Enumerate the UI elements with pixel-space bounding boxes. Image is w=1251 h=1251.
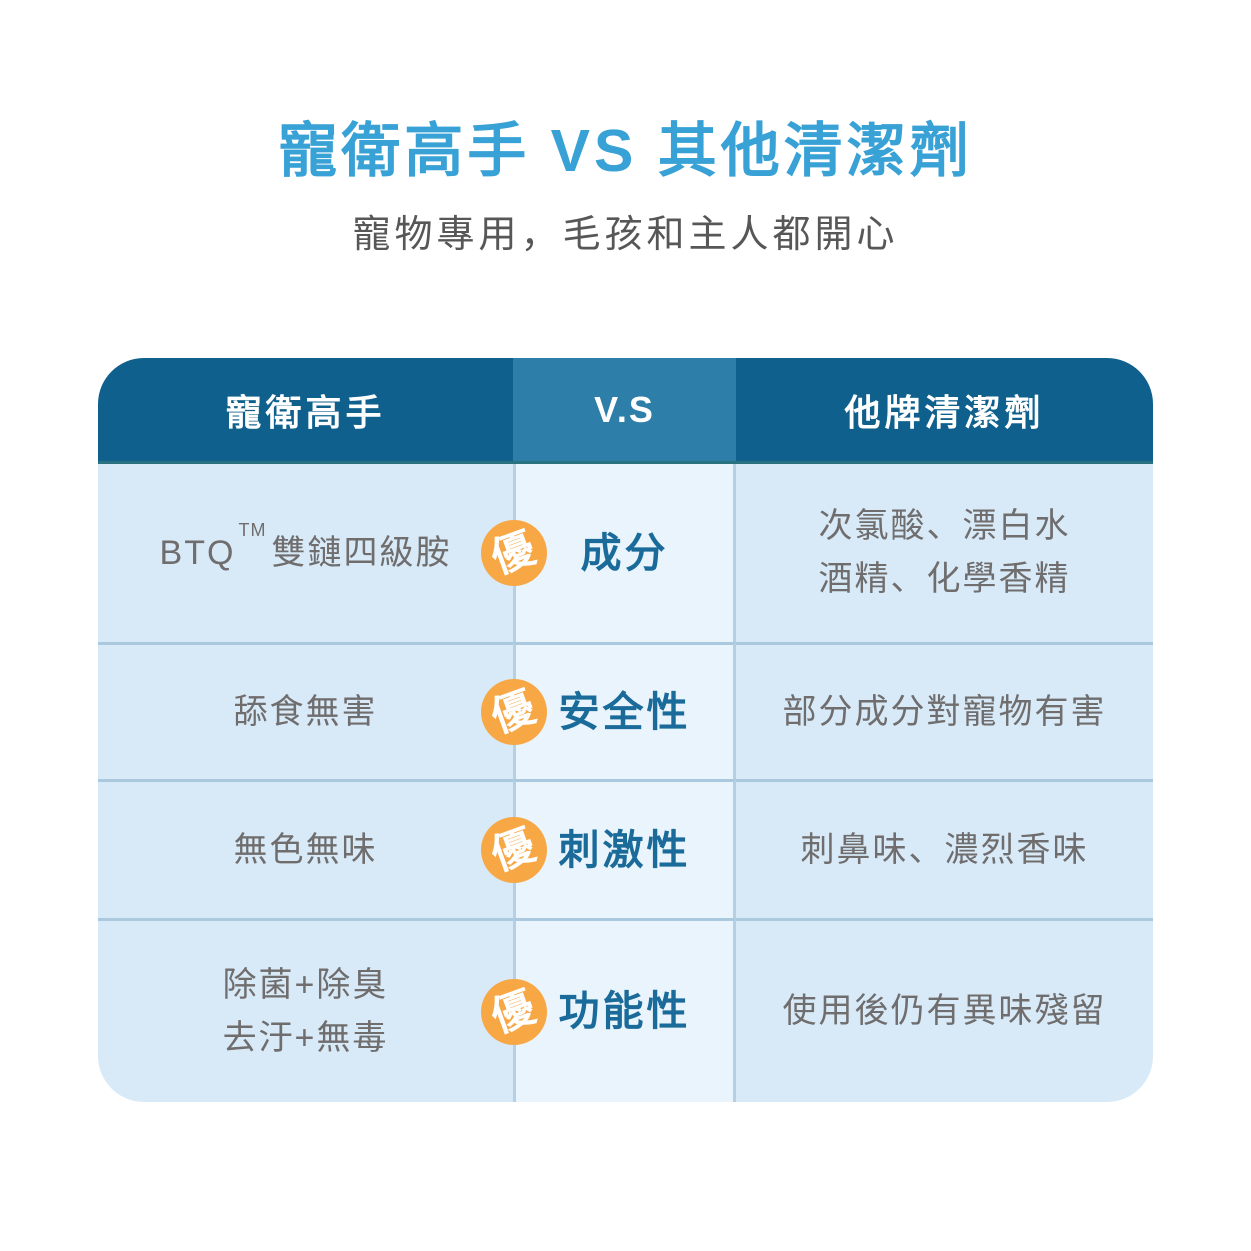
page-title: 寵衛高手 VS 其他清潔劑 — [278, 118, 973, 184]
product-text-line: 無色無味 — [233, 830, 378, 869]
feature-cell-ingredient: 優 成分 — [481, 464, 736, 642]
excellent-badge-label: 優 — [485, 981, 543, 1041]
comparison-table: 寵衛高手 V.S 他牌清潔劑 BTQTM雙鏈四級胺 優 成分 次氯酸、漂白水 酒… — [98, 358, 1153, 1102]
product-cell-irritation: 無色無味 — [98, 779, 513, 918]
competitor-text-line: 使用後仍有異味殘留 — [782, 992, 1107, 1031]
feature-label: 功能性 — [558, 988, 691, 1034]
competitor-cell-function: 使用後仍有異味殘留 — [736, 918, 1153, 1102]
excellent-badge-label: 優 — [485, 819, 543, 880]
header-cell-vs: V.S — [513, 358, 736, 464]
excellent-badge: 優 — [481, 817, 547, 883]
competitor-cell-safety: 部分成分對寵物有害 — [736, 642, 1153, 779]
feature-label: 安全性 — [558, 688, 691, 735]
feature-cell-function: 優 功能性 — [481, 918, 736, 1102]
trademark-superscript: TM — [238, 519, 267, 540]
header-cell-product: 寵衛高手 — [98, 358, 513, 464]
product-cell-safety: 舔食無害 — [98, 642, 513, 779]
excellent-badge: 優 — [481, 520, 547, 586]
competitor-text-line: 酒精、化學香精 — [818, 560, 1071, 598]
feature-cell-irritation: 優 刺激性 — [481, 779, 736, 918]
excellent-badge-label: 優 — [485, 681, 543, 742]
product-cell-function: 除菌+除臭 去汙+無毒 — [98, 918, 513, 1102]
excellent-badge-label: 優 — [485, 522, 543, 583]
excellent-badge: 優 — [481, 978, 547, 1045]
competitor-text-line: 次氯酸、漂白水 — [818, 507, 1071, 546]
product-ingredient-text: BTQTM雙鏈四級胺 — [159, 519, 452, 572]
excellent-badge: 優 — [481, 679, 547, 745]
competitor-cell-irritation: 刺鼻味、濃烈香味 — [736, 779, 1153, 918]
competitor-cell-ingredient: 次氯酸、漂白水 酒精、化學香精 — [736, 464, 1153, 642]
feature-label: 成分 — [580, 529, 669, 576]
feature-label: 刺激性 — [558, 826, 691, 873]
competitor-text-line: 部分成分對寵物有害 — [782, 692, 1107, 731]
feature-cell-safety: 優 安全性 — [481, 642, 736, 779]
page-subtitle: 寵物專用，毛孩和主人都開心 — [352, 214, 899, 256]
competitor-text-line: 刺鼻味、濃烈香味 — [800, 830, 1089, 869]
product-text-line: 舔食無害 — [233, 692, 378, 731]
product-text-line: 除菌+除臭 — [222, 965, 389, 1004]
product-cell-ingredient: BTQTM雙鏈四級胺 — [98, 464, 513, 642]
product-text-line: 去汙+無毒 — [222, 1018, 389, 1057]
header-cell-competitor: 他牌清潔劑 — [736, 358, 1153, 464]
